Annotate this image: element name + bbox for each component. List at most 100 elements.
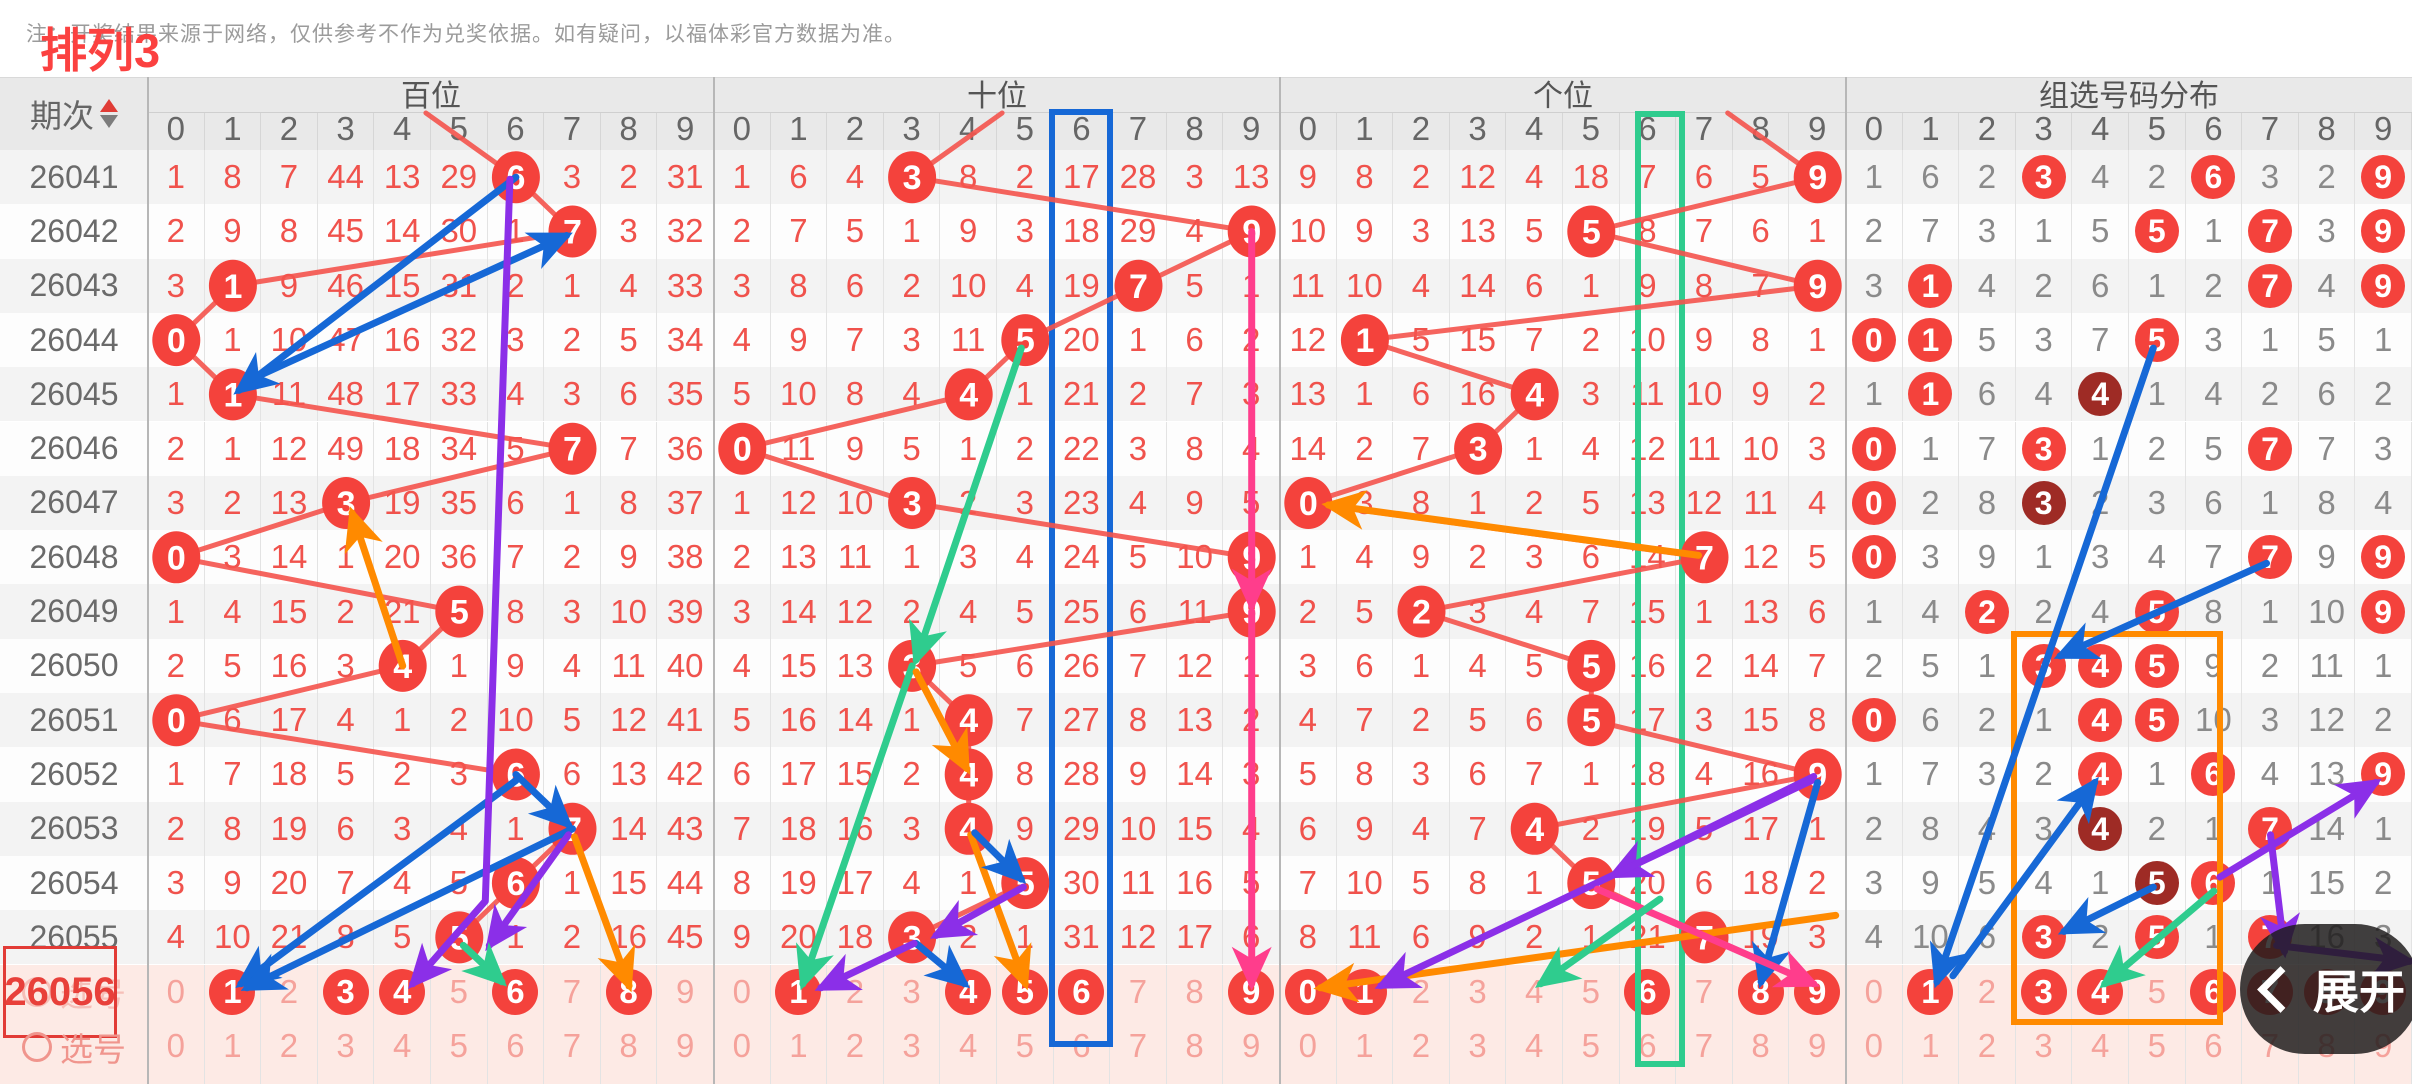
pick-digit-cell[interactable]: 3 [883,964,941,1019]
selected-number-circle[interactable]: 1 [775,968,822,1015]
pick-digit-cell[interactable]: 2 [1393,964,1450,1019]
selected-number-circle[interactable]: 8 [1737,968,1784,1015]
selected-number-circle[interactable]: 9 [1228,968,1275,1015]
pick-digit-cell[interactable]: 6 [487,964,545,1019]
pick-digit-cell[interactable]: 9 [657,1019,714,1084]
pick-digit-cell[interactable]: 5 [1563,964,1620,1019]
pick-digit-cell[interactable]: 5 [2129,964,2186,1019]
pick-digit-cell[interactable]: 6 [487,1019,545,1084]
pick-digit-cell[interactable]: 3 [1449,1019,1507,1084]
pick-digit-cell[interactable]: 5 [1563,1019,1620,1084]
pick-digit-cell[interactable]: 2 [1959,964,2016,1019]
selected-number-circle[interactable]: 3 [322,968,369,1015]
pick-digit-cell[interactable]: 1 [1902,964,1960,1019]
pick-digit-cell[interactable]: 6 [2185,1019,2243,1084]
pick-digit-cell[interactable]: 1 [204,1019,262,1084]
selected-number-circle[interactable]: 6 [1624,968,1671,1015]
pick-digit-cell[interactable]: 5 [431,1019,488,1084]
pick-digit-cell[interactable]: 3 [1449,964,1507,1019]
pick-digit-cell[interactable]: 3 [2015,1019,2073,1084]
pick-digit-cell[interactable]: 2 [1959,1019,2016,1084]
pick-digit-cell[interactable]: 9 [1789,1019,1846,1084]
pick-digit-cell[interactable]: 4 [374,1019,431,1084]
pick-digit-cell[interactable]: 7 [544,964,601,1019]
pick-digit-cell[interactable]: 4 [2072,964,2129,1019]
pick-digit-cell[interactable]: 4 [940,1019,997,1084]
radio-icon[interactable] [22,976,52,1007]
pick-digit-cell[interactable]: 0 [148,1019,205,1084]
selected-number-circle[interactable]: 4 [945,968,992,1015]
pick-digit-cell[interactable]: 6 [1619,964,1677,1019]
pick-digit-cell[interactable]: 2 [261,1019,318,1084]
pick-digit-cell[interactable]: 7 [544,1019,601,1084]
selected-number-circle[interactable]: 3 [2020,968,2067,1015]
pick-digit-cell[interactable]: 9 [1223,1019,1280,1084]
pick-digit-cell[interactable]: 9 [1789,964,1846,1019]
pick-digit-cell[interactable]: 0 [714,964,771,1019]
pick-digit-cell[interactable]: 5 [997,964,1054,1019]
selected-number-circle[interactable]: 1 [1341,968,1388,1015]
pick-digit-cell[interactable]: 1 [770,964,828,1019]
pick-digit-cell[interactable]: 5 [431,964,488,1019]
selected-number-circle[interactable]: 0 [1284,968,1331,1015]
pick-digit-cell[interactable]: 7 [1110,1019,1167,1084]
pick-digit-cell[interactable]: 2 [827,964,884,1019]
pick-digit-cell[interactable]: 8 [1166,1019,1224,1084]
pick-digit-cell[interactable]: 5 [2129,1019,2186,1084]
pick-digit-cell[interactable]: 8 [1732,1019,1790,1084]
period-column-header[interactable]: 期次 [0,77,148,150]
sort-desc-icon[interactable] [100,115,118,128]
pick-digit-cell[interactable]: 0 [1280,1019,1337,1084]
selected-number-circle[interactable]: 6 [1058,968,1105,1015]
selected-number-circle[interactable]: 5 [1001,968,1048,1015]
pick-digit-cell[interactable]: 8 [600,1019,658,1084]
pick-row-2-label[interactable]: 选号 [0,1019,148,1075]
pick-digit-cell[interactable]: 0 [714,1019,771,1084]
pick-digit-cell[interactable]: 7 [1676,964,1733,1019]
selected-number-circle[interactable]: 8 [605,968,652,1015]
pick-digit-cell[interactable]: 1 [1336,964,1394,1019]
expand-button[interactable]: 展开 [2240,924,2412,1054]
pick-digit-cell[interactable]: 4 [1506,964,1563,1019]
pick-digit-cell[interactable]: 4 [374,964,431,1019]
pick-digit-cell[interactable]: 4 [2072,1019,2129,1084]
pick-digit-cell[interactable]: 1 [1902,1019,1960,1084]
pick-digit-cell[interactable]: 5 [997,1019,1054,1084]
pick-digit-cell[interactable]: 0 [148,964,205,1019]
selected-number-circle[interactable]: 9 [1794,968,1841,1015]
selected-number-circle[interactable]: 6 [2190,968,2237,1015]
selected-number-circle[interactable]: 4 [379,968,426,1015]
pick-digit-cell[interactable]: 4 [940,964,997,1019]
pick-digit-cell[interactable]: 0 [1846,1019,1903,1084]
selected-number-circle[interactable]: 4 [2077,968,2124,1015]
pick-digit-cell[interactable]: 0 [1846,964,1903,1019]
pick-digit-cell[interactable]: 8 [600,964,658,1019]
pick-digit-cell[interactable]: 7 [1676,1019,1733,1084]
pick-digit-cell[interactable]: 3 [883,1019,941,1084]
pick-digit-cell[interactable]: 6 [1053,1019,1111,1084]
pick-digit-cell[interactable]: 3 [2015,964,2073,1019]
selected-number-circle[interactable]: 1 [1907,968,1954,1015]
radio-icon[interactable] [22,1032,52,1062]
pick-digit-cell[interactable]: 8 [1732,964,1790,1019]
pick-digit-cell[interactable]: 1 [204,964,262,1019]
pick-digit-cell[interactable]: 9 [1223,964,1280,1019]
pick-digit-cell[interactable]: 8 [1166,964,1224,1019]
sort-asc-icon[interactable] [100,99,118,112]
selected-number-circle[interactable]: 1 [209,968,256,1015]
pick-digit-cell[interactable]: 1 [1336,1019,1394,1084]
pick-digit-cell[interactable]: 4 [1506,1019,1563,1084]
pick-digit-cell[interactable]: 6 [1619,1019,1677,1084]
pick-digit-cell[interactable]: 1 [770,1019,828,1084]
pick-digit-cell[interactable]: 3 [317,1019,375,1084]
pick-digit-cell[interactable]: 6 [2185,964,2243,1019]
pick-digit-cell[interactable]: 0 [1280,964,1337,1019]
pick-digit-cell[interactable]: 2 [261,964,318,1019]
pick-digit-cell[interactable]: 2 [1393,1019,1450,1084]
selected-number-circle[interactable]: 6 [492,968,539,1015]
pick-digit-cell[interactable]: 2 [827,1019,884,1084]
pick-digit-cell[interactable]: 3 [317,964,375,1019]
pick-digit-cell[interactable]: 9 [657,964,714,1019]
pick-digit-cell[interactable]: 6 [1053,964,1111,1019]
sort-icons[interactable] [100,99,118,128]
